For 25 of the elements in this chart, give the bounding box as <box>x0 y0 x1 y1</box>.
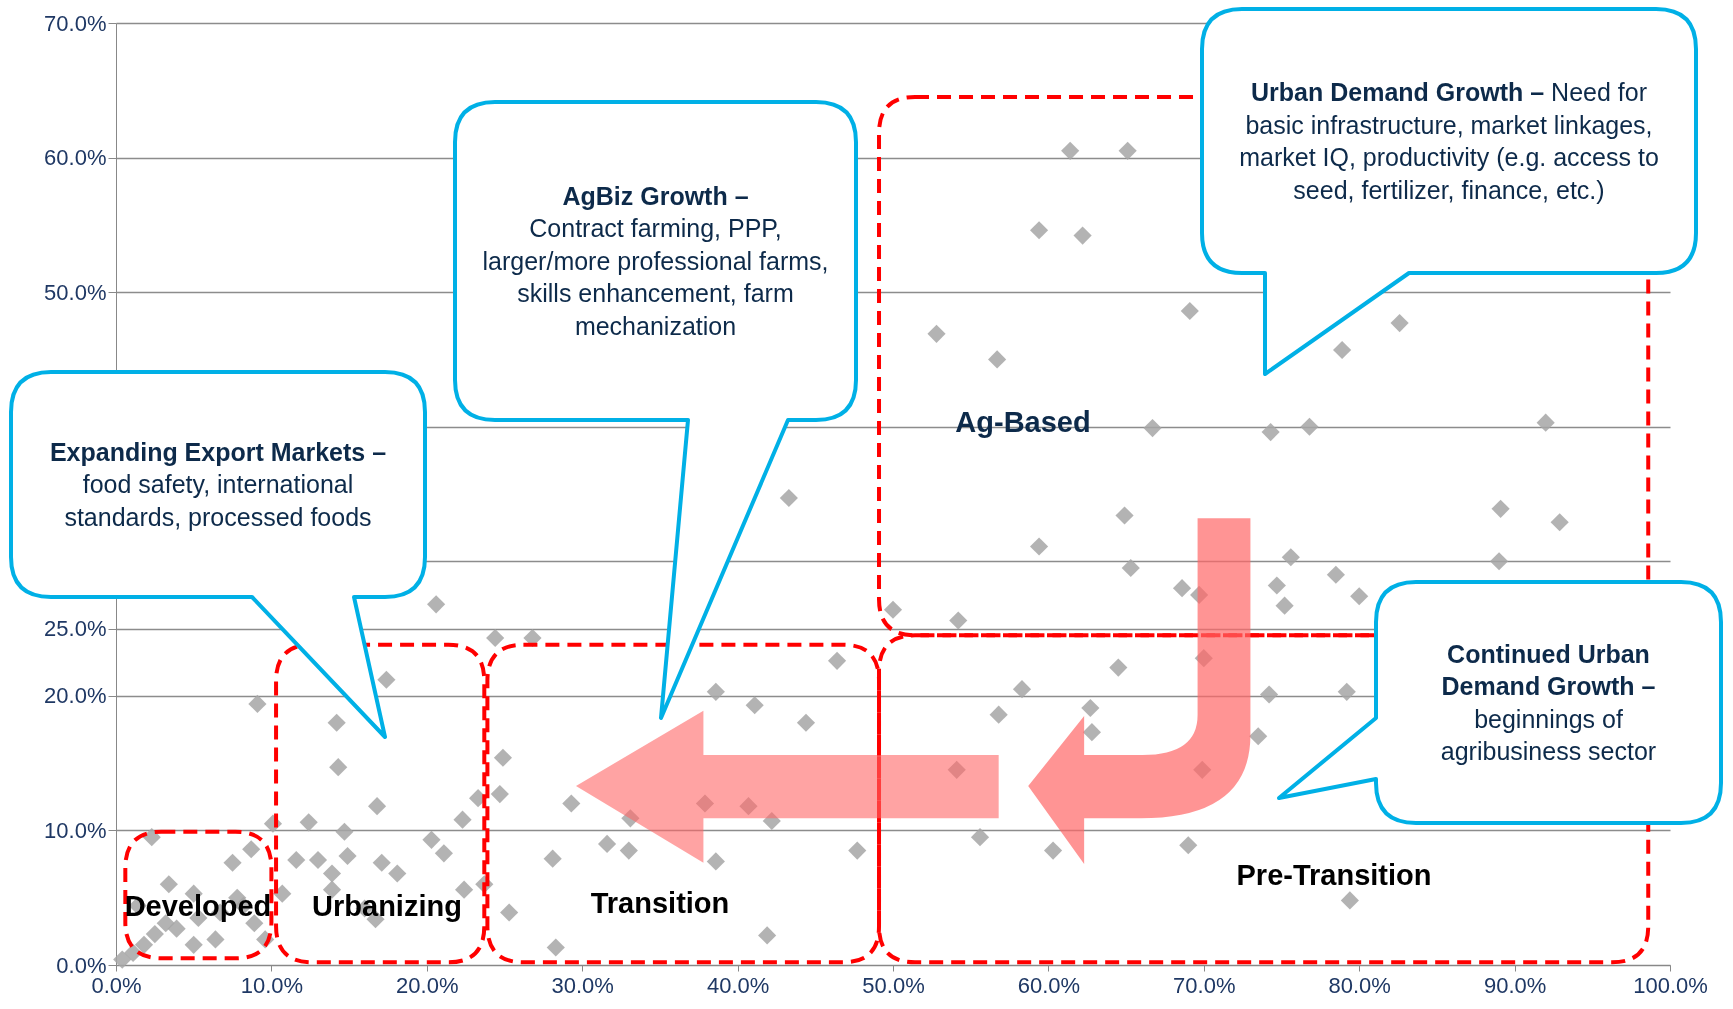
annotation: AgBiz Growth – Contract farming, PPP, larger/more professional farms, skills enhancement, farm mechanization <box>481 180 830 342</box>
y-tick-label: 50.0% <box>44 279 107 305</box>
x-tick-label: 40.0% <box>706 972 770 998</box>
annotation: Expanding Export Markets – food safety, international standards, processed foods <box>48 436 388 533</box>
y-tick-label: 25.0% <box>44 616 107 642</box>
x-tick-label: 60.0% <box>1017 972 1081 998</box>
x-tick-label: 50.0% <box>862 972 925 998</box>
y-tick-label: 60.0% <box>44 145 107 171</box>
x-tick-label: 70.0% <box>1173 972 1236 998</box>
x-tick-label: 20.0% <box>396 972 459 998</box>
y-tick-label: 70.0% <box>44 10 107 36</box>
annotation: Developed <box>124 889 272 922</box>
x-tick-label: 100.0% <box>1633 972 1708 998</box>
y-tick-label: 10.0% <box>44 817 107 843</box>
annotation: Ag-Based <box>955 405 1091 438</box>
x-tick-label: 80.0% <box>1328 972 1391 998</box>
annotation: Transition <box>590 886 730 919</box>
annotation: Urban Demand Growth – Need for basic infrastructure, market linkages, market IQ, productivity (e.g. access to seed, fertilizer, finance, etc.) <box>1238 77 1660 206</box>
y-tick-label: 20.0% <box>44 683 107 709</box>
annotation: Urbanizing <box>312 889 462 922</box>
x-tick-label: 90.0% <box>1483 972 1547 998</box>
x-tick-label: 30.0% <box>551 972 614 998</box>
annotation: Pre-Transition <box>1236 858 1432 891</box>
x-tick-label: 10.0% <box>240 972 304 998</box>
annotation: Continued Urban Demand Growth – beginnings of agribusiness sector <box>1439 638 1658 767</box>
